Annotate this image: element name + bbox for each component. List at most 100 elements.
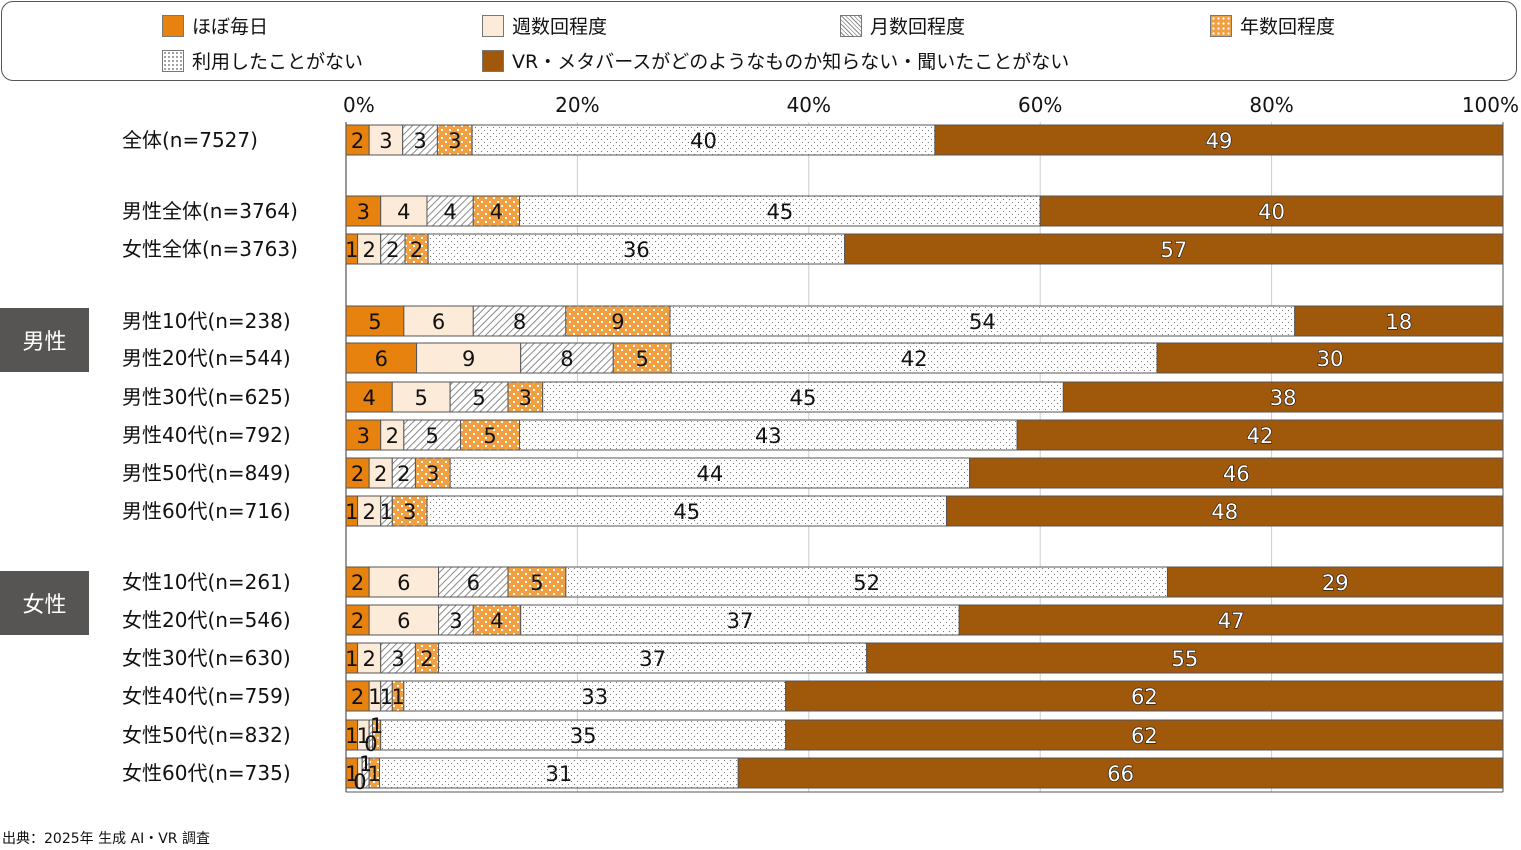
- data-label-daily: 2: [351, 129, 364, 153]
- data-label-yearly: 5: [530, 571, 543, 595]
- bar-segment-yearly: [460, 419, 521, 451]
- legend-swatch-monthly: [840, 14, 862, 37]
- data-label-never: 36: [623, 238, 650, 262]
- data-label-weekly: 1: [368, 685, 381, 709]
- data-label-never: 43: [755, 424, 782, 448]
- legend-label-never: 利用したことがない: [192, 51, 364, 73]
- bar-segment-daily: [345, 342, 418, 374]
- data-label-yearly: 5: [636, 347, 649, 371]
- legend-swatch-unknown: [482, 49, 504, 72]
- category-label: 女性40代(n=759): [122, 684, 291, 708]
- group-label-female: 女性: [0, 571, 89, 635]
- bar-segment-weekly: [368, 604, 440, 636]
- data-label-unknown: 62: [1131, 685, 1158, 709]
- bar-segment-daily: [345, 305, 405, 337]
- data-label-never: 37: [727, 609, 754, 633]
- bar-segment-yearly: [472, 604, 522, 636]
- bar-segment-monthly: [520, 342, 614, 374]
- data-label-weekly: 5: [415, 386, 428, 410]
- bar-segment-never: [449, 457, 971, 489]
- data-label-daily: 2: [351, 609, 364, 633]
- x-tick-label: 20%: [555, 93, 599, 117]
- bar-segment-never: [403, 680, 787, 712]
- data-label-never: 54: [969, 310, 996, 334]
- data-label-yearly: 3: [403, 500, 416, 524]
- bar-segment-weekly: [380, 195, 428, 227]
- bar-segment-monthly: [402, 124, 438, 156]
- legend-label-daily: ほぼ毎日: [192, 16, 269, 38]
- data-label-yearly: 4: [490, 200, 503, 224]
- bar-segment-yearly: [436, 124, 473, 156]
- x-tick-label: 40%: [787, 93, 831, 117]
- legend-swatch-never: [162, 49, 184, 72]
- category-label: 男性全体(n=3764): [122, 199, 298, 223]
- bar-segment-unknown: [1156, 342, 1504, 374]
- data-label-unknown: 49: [1206, 129, 1233, 153]
- data-label-weekly: 6: [432, 310, 445, 334]
- x-tick-label: 80%: [1249, 93, 1293, 117]
- bar-segment-unknown: [737, 757, 1504, 789]
- data-label-unknown: 30: [1317, 347, 1344, 371]
- data-label-daily: 1: [345, 238, 358, 262]
- bar-segment-yearly: [507, 566, 567, 598]
- data-label-daily: 3: [357, 424, 370, 448]
- data-label-weekly: 9: [462, 347, 475, 371]
- bar-segment-yearly: [507, 381, 544, 413]
- data-label-weekly: 3: [379, 129, 392, 153]
- legend-swatch-weekly: [482, 14, 504, 37]
- category-label: 女性50代(n=832): [122, 723, 291, 747]
- bar-segment-yearly: [391, 495, 428, 527]
- category-label: 男性40代(n=792): [122, 423, 291, 447]
- bar-segment-unknown: [844, 233, 1504, 265]
- data-label-yearly: 3: [519, 386, 532, 410]
- data-label-never: 45: [767, 200, 794, 224]
- bar-segment-unknown: [785, 719, 1504, 751]
- data-label-unknown: 46: [1223, 462, 1250, 486]
- data-label-never: 45: [790, 386, 817, 410]
- category-label: 女性20代(n=546): [122, 608, 291, 632]
- bar-segment-monthly: [380, 233, 406, 265]
- data-label-yearly: 3: [448, 129, 461, 153]
- bar-segment-weekly: [391, 381, 451, 413]
- bar-segment-monthly: [438, 566, 509, 598]
- bar-segment-never: [669, 305, 1296, 337]
- data-label-never: 40: [690, 129, 717, 153]
- bar-segment-weekly: [416, 342, 522, 374]
- data-label-unknown: 66: [1107, 762, 1134, 786]
- legend-item-unknown: VR・メタバースがどのようなものか知らない・聞いたことがない: [482, 47, 1069, 74]
- data-label-weekly: 1: [357, 724, 370, 748]
- x-tick-label: 60%: [1018, 93, 1062, 117]
- bar-segment-monthly: [438, 604, 474, 636]
- data-label-unknown: 47: [1218, 609, 1245, 633]
- bar-segment-never: [380, 719, 787, 751]
- category-label: 全体(n=7527): [122, 128, 258, 152]
- data-label-monthly: 4: [443, 200, 456, 224]
- bar-segment-never: [438, 642, 868, 674]
- bar-segment-weekly: [403, 305, 474, 337]
- bar-segment-monthly: [426, 195, 474, 227]
- bar-segment-unknown: [1039, 195, 1504, 227]
- data-label-unknown: 57: [1160, 238, 1187, 262]
- data-label-never: 31: [546, 762, 573, 786]
- legend-item-weekly: 週数回程度: [482, 12, 607, 39]
- data-label-daily: 3: [357, 200, 370, 224]
- data-label-never: 44: [697, 462, 724, 486]
- data-label-weekly: 0: [353, 770, 366, 794]
- data-label-monthly: 0: [364, 732, 377, 756]
- data-label-monthly: 3: [449, 609, 462, 633]
- data-label-weekly: 2: [362, 238, 375, 262]
- data-label-unknown: 29: [1322, 571, 1349, 595]
- legend-swatch-daily: [162, 14, 184, 37]
- category-label: 女性全体(n=3763): [122, 237, 298, 261]
- source-note: 出典：2025年 生成 AI・VR 調査: [2, 831, 210, 847]
- data-label-never: 33: [581, 685, 608, 709]
- data-label-yearly: 1: [391, 685, 404, 709]
- data-label-weekly: 6: [397, 571, 410, 595]
- data-label-daily: 1: [345, 762, 358, 786]
- bar-segment-unknown: [866, 642, 1504, 674]
- bar-segment-unknown: [785, 680, 1504, 712]
- data-label-never: 52: [853, 571, 880, 595]
- bar-segment-unknown: [934, 124, 1504, 156]
- data-label-yearly: 9: [611, 310, 624, 334]
- data-label-yearly: 5: [483, 424, 496, 448]
